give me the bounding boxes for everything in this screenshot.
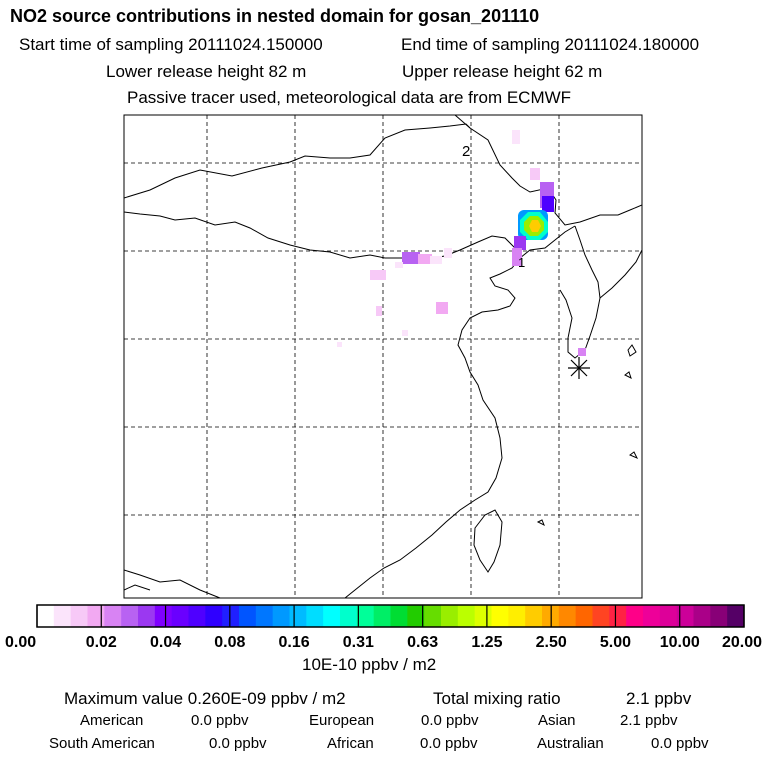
colorbar-cell [121,605,139,627]
colorbar-cell [575,605,593,627]
plume-field [337,130,586,356]
colorbar-cell [693,605,711,627]
colorbar-tick-label: 0.02 [86,634,117,651]
lat-lon-grid [124,115,642,598]
colorbar-tick-label: 0.16 [279,634,310,651]
colorbar-cell [609,605,627,627]
colorbar-cell [525,605,543,627]
region-name: European [309,712,375,729]
region-value: 2.1 ppbv [620,712,678,729]
total-mixing-label: Total mixing ratio [433,689,561,708]
region-value: 0.0 ppbv [191,712,249,729]
map-label-2: 2 [462,143,470,160]
tracer-note-text: Passive tracer used, meteorological data… [127,88,572,107]
lower-release-text: Lower release height 82 m [106,62,307,81]
colorbar-cell [323,605,341,627]
colorbar-cell [255,605,274,627]
colorbar-cell [659,605,678,627]
region-value: 0.0 ppbv [651,735,709,752]
colorbar-cell [53,605,72,627]
colorbar-cell [424,605,442,627]
region-value: 0.0 ppbv [421,712,479,729]
colorbar-cell [373,605,391,627]
end-sampling-text: End time of sampling 20111024.180000 [401,35,700,54]
colorbar-cell [70,605,88,627]
colorbar-cell [710,605,728,627]
colorbar-cell [87,605,105,627]
colorbar-cell [239,605,257,627]
region-name: Australian [537,735,604,752]
colorbar-cell [289,605,307,627]
colorbar-cell [558,605,577,627]
colorbar-cell [407,605,425,627]
colorbar-tick-label: 0.63 [407,634,438,651]
colorbar-ticks: 0.00 0.02 0.04 0.08 0.16 0.31 0.63 1.25 2.50 5.00… [5,605,762,651]
colorbar-cell [306,605,324,627]
colorbar-tick-label: 2.50 [536,634,567,651]
colorbar-cell [626,605,644,627]
map-label-1: 1 [518,255,525,270]
region-name: Asian [538,712,576,729]
colorbar-cell [592,605,610,627]
colorbar-cell [222,605,240,627]
colorbar-tick-label: 0.08 [214,634,245,651]
colorbar-cell [272,605,290,627]
colorbar-tick-label: 0.04 [150,634,181,651]
colorbar-cell [474,605,492,627]
colorbar-tick-label: 0.31 [343,634,374,651]
upper-release-text: Upper release height 62 m [402,62,603,81]
region-name: American [80,712,144,729]
colorbar-tick-label: 5.00 [600,634,631,651]
colorbar-tick-label: 1.25 [471,634,502,651]
colorbar-cell [37,605,55,627]
colorbar-cell [457,605,476,627]
max-value-text: Maximum value 0.260E-09 ppbv / m2 [64,689,346,708]
chart-title: NO2 source contributions in nested domai… [10,6,540,26]
colorbar-units: 10E-10 ppbv / m2 [302,655,437,674]
colorbar-cell [340,605,358,627]
region-name: African [327,735,374,752]
colorbar-cell [188,605,206,627]
colorbar-cells [36,604,745,628]
colorbar-cell [154,605,173,627]
colorbar-cell [676,605,694,627]
coastlines [124,115,642,598]
colorbar-cell [171,605,189,627]
colorbar-tick-label: 10.00 [660,634,700,651]
region-name: South American [49,735,155,752]
colorbar-tick-label: 20.00 [722,634,762,651]
colorbar-cell [643,605,661,627]
region-value: 0.0 ppbv [209,735,267,752]
region-value: 0.0 ppbv [420,735,478,752]
colorbar-tick-label: 0.00 [5,634,36,651]
colorbar-cell [390,605,408,627]
colorbar-cell [441,605,459,627]
asterisk-icon [568,357,590,379]
colorbar-cell [727,605,745,627]
colorbar-cell [104,605,122,627]
colorbar-cell [205,605,223,627]
colorbar-cell [356,605,375,627]
start-sampling-text: Start time of sampling 20111024.150000 [19,35,323,54]
colorbar-cell [138,605,156,627]
total-mixing-value: 2.1 ppbv [626,689,692,708]
colorbar-cell [491,605,509,627]
colorbar-cell [508,605,526,627]
